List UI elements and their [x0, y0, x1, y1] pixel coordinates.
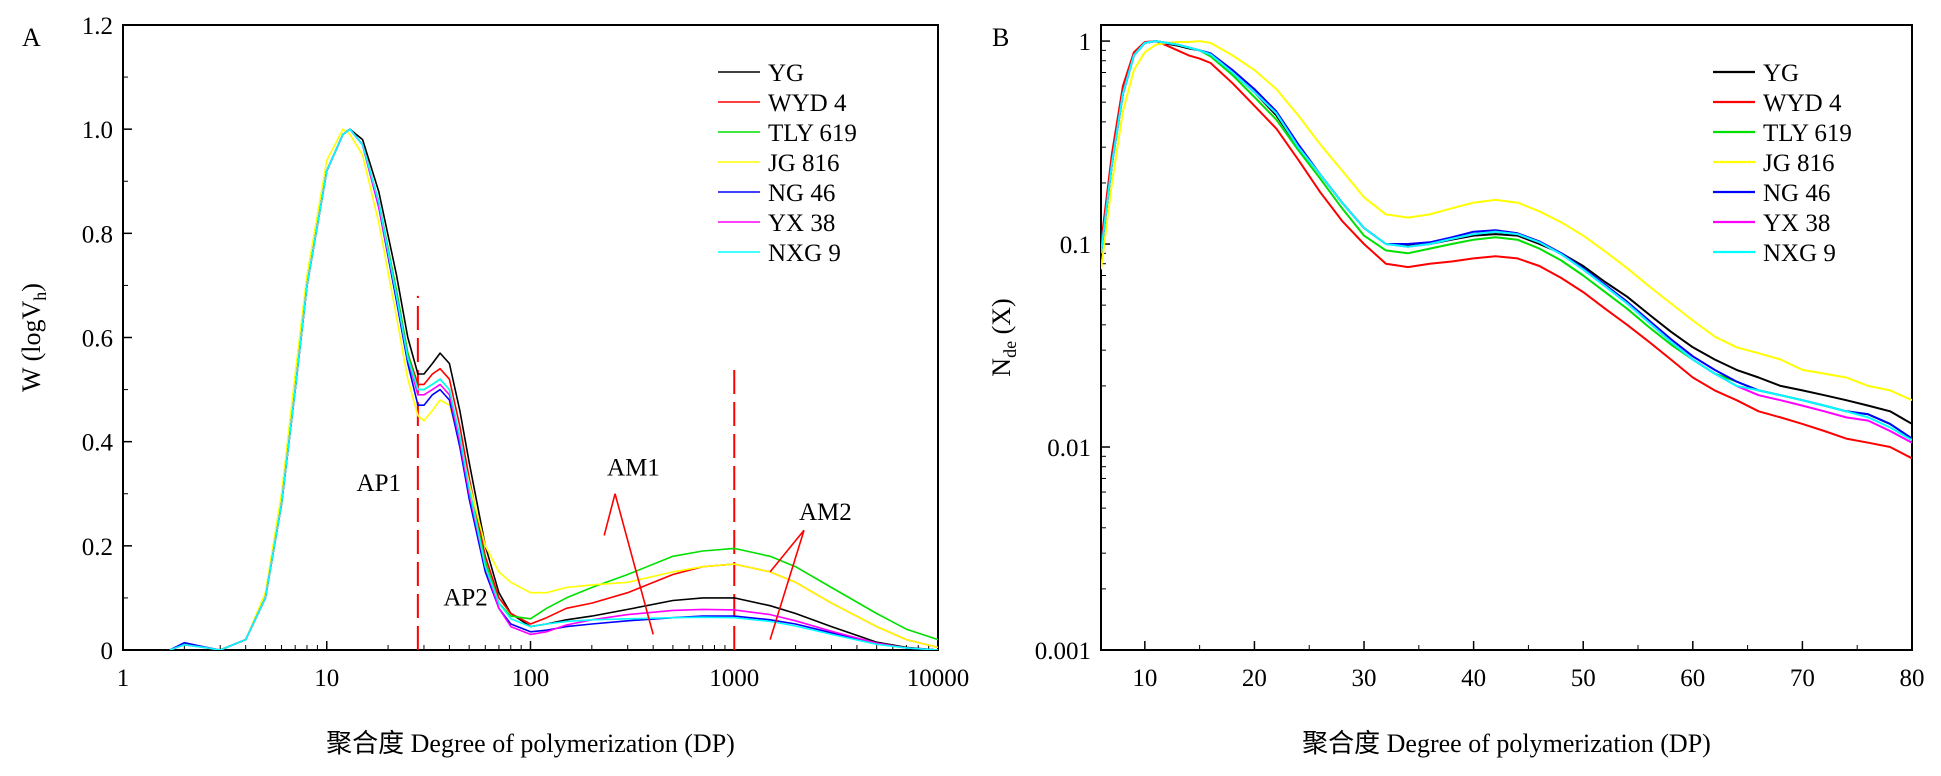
- x-tick-label: 50: [1571, 665, 1596, 692]
- x-tick-label: 60: [1680, 665, 1705, 692]
- series-group: [169, 128, 938, 650]
- y-axis-title-subscript: de: [1000, 341, 1020, 358]
- plot-frame: [1100, 24, 1913, 651]
- y-tick-label: 0.1: [1060, 232, 1091, 259]
- x-tick-label: 10000: [907, 665, 970, 692]
- legend-label-nxg-9: NXG 9: [1763, 240, 1836, 267]
- y-axis-title: Nde (X): [987, 298, 1020, 376]
- series-line-wyd-4: [169, 128, 938, 650]
- panel-a: 1 10 100 1000 10000 0 0.2 0.4 0.6 0.8 1.0 1.2 聚合度 De…: [17, 13, 969, 758]
- annotation-ap2: AP2: [443, 585, 487, 612]
- series-line-jg-816: [169, 128, 938, 650]
- y-axis-title-main: W (logV: [17, 301, 46, 392]
- x-tick-label: 30: [1352, 665, 1377, 692]
- series-line-yg: [169, 128, 938, 650]
- series-line-ng-46: [169, 128, 938, 650]
- legend-label-tly-619: TLY 619: [768, 120, 857, 147]
- series-line-tly-619: [169, 128, 938, 650]
- y-tick-label: 1.0: [82, 117, 113, 144]
- y-tick-label: 0.01: [1047, 435, 1091, 462]
- legend-label-yx-38: YX 38: [1763, 210, 1830, 237]
- x-tick-label: 100: [512, 665, 550, 692]
- panel-label: B: [992, 23, 1009, 52]
- legend-label-jg-816: JG 816: [768, 150, 840, 177]
- x-axis-title: 聚合度 Degree of polymerization (DP): [1302, 729, 1711, 758]
- y-tick-label: 0.6: [82, 326, 113, 353]
- y-axis-title-end: (X): [987, 298, 1016, 341]
- y-axis-title-subscript: h: [30, 292, 50, 301]
- y-axis-title-main: N: [987, 358, 1016, 377]
- legend-label-jg-816: JG 816: [1763, 150, 1835, 177]
- x-tick-label: 20: [1242, 665, 1267, 692]
- x-tick-label: 10: [1132, 665, 1157, 692]
- legend-label-ng-46: NG 46: [1763, 180, 1830, 207]
- annotation-arrow: [614, 493, 654, 635]
- y-tick-label: 0.8: [82, 221, 113, 248]
- series-line-wyd-4: [1101, 40, 1912, 460]
- series-line-nxg-9: [169, 128, 938, 650]
- y-tick-label: 0.2: [82, 534, 113, 561]
- panel-b: 10 20 30 40 50 60 70 80 0.001 0.01 0.1 1 聚合度 Degree …: [987, 23, 1925, 758]
- annotation-am2: AM2: [799, 499, 852, 526]
- y-tick-label: 1: [1079, 29, 1092, 56]
- annotation-am1: AM1: [607, 455, 660, 482]
- legend-label-ng-46: NG 46: [768, 180, 835, 207]
- x-tick-label: 10: [314, 665, 339, 692]
- legend-label-wyd-4: WYD 4: [1763, 90, 1842, 117]
- legend-label-tly-619: TLY 619: [1763, 120, 1852, 147]
- x-tick-label: 80: [1900, 665, 1925, 692]
- annotation-ap1: AP1: [357, 470, 401, 497]
- legend-label-yx-38: YX 38: [768, 210, 835, 237]
- plot-frame: [122, 24, 939, 651]
- annotation-arrow: [603, 493, 616, 536]
- legend-label-wyd-4: WYD 4: [768, 90, 847, 117]
- x-axis-title: 聚合度 Degree of polymerization (DP): [326, 729, 735, 758]
- annotation-arrow: [769, 529, 805, 640]
- y-tick-label: 0.001: [1035, 638, 1091, 665]
- x-tick-label: 70: [1790, 665, 1815, 692]
- annotation-arrow: [769, 529, 805, 573]
- series-line-yx-38: [169, 128, 938, 650]
- x-tick-label: 1: [117, 665, 130, 692]
- legend-label-nxg-9: NXG 9: [768, 240, 841, 267]
- series-line-jg-816: [1101, 40, 1912, 402]
- y-tick-label: 1.2: [82, 13, 113, 40]
- panel-label: A: [22, 23, 41, 52]
- y-tick-label: 0.4: [82, 430, 114, 457]
- series-group: [1101, 40, 1912, 460]
- legend-label-yg: YG: [1763, 60, 1799, 87]
- y-tick-label: 0: [101, 638, 114, 665]
- series-line-nxg-9: [1101, 40, 1912, 442]
- y-axis-title-end: ): [17, 283, 46, 292]
- legend-label-yg: YG: [768, 60, 804, 87]
- x-tick-label: 1000: [709, 665, 759, 692]
- y-axis-title: W (logVh): [17, 283, 50, 392]
- x-tick-label: 40: [1461, 665, 1486, 692]
